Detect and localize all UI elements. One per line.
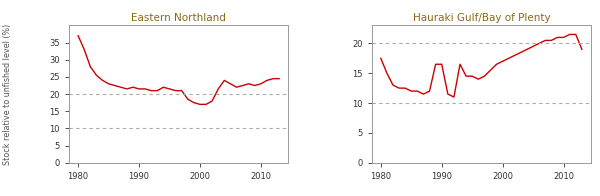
Text: Stock relative to unfished level (%): Stock relative to unfished level (%): [2, 24, 12, 165]
Title: Eastern Northland: Eastern Northland: [131, 13, 226, 23]
Title: Hauraki Gulf/Bay of Plenty: Hauraki Gulf/Bay of Plenty: [413, 13, 550, 23]
